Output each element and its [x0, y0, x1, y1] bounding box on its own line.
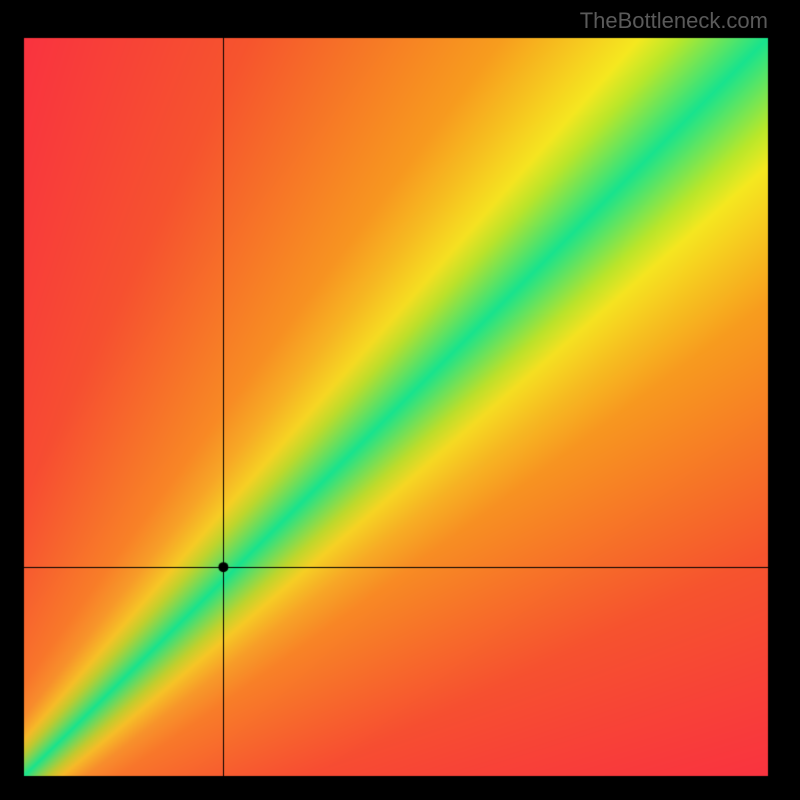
chart-container: TheBottleneck.com [0, 0, 800, 800]
watermark-text: TheBottleneck.com [580, 8, 768, 34]
heatmap-canvas [0, 0, 800, 800]
